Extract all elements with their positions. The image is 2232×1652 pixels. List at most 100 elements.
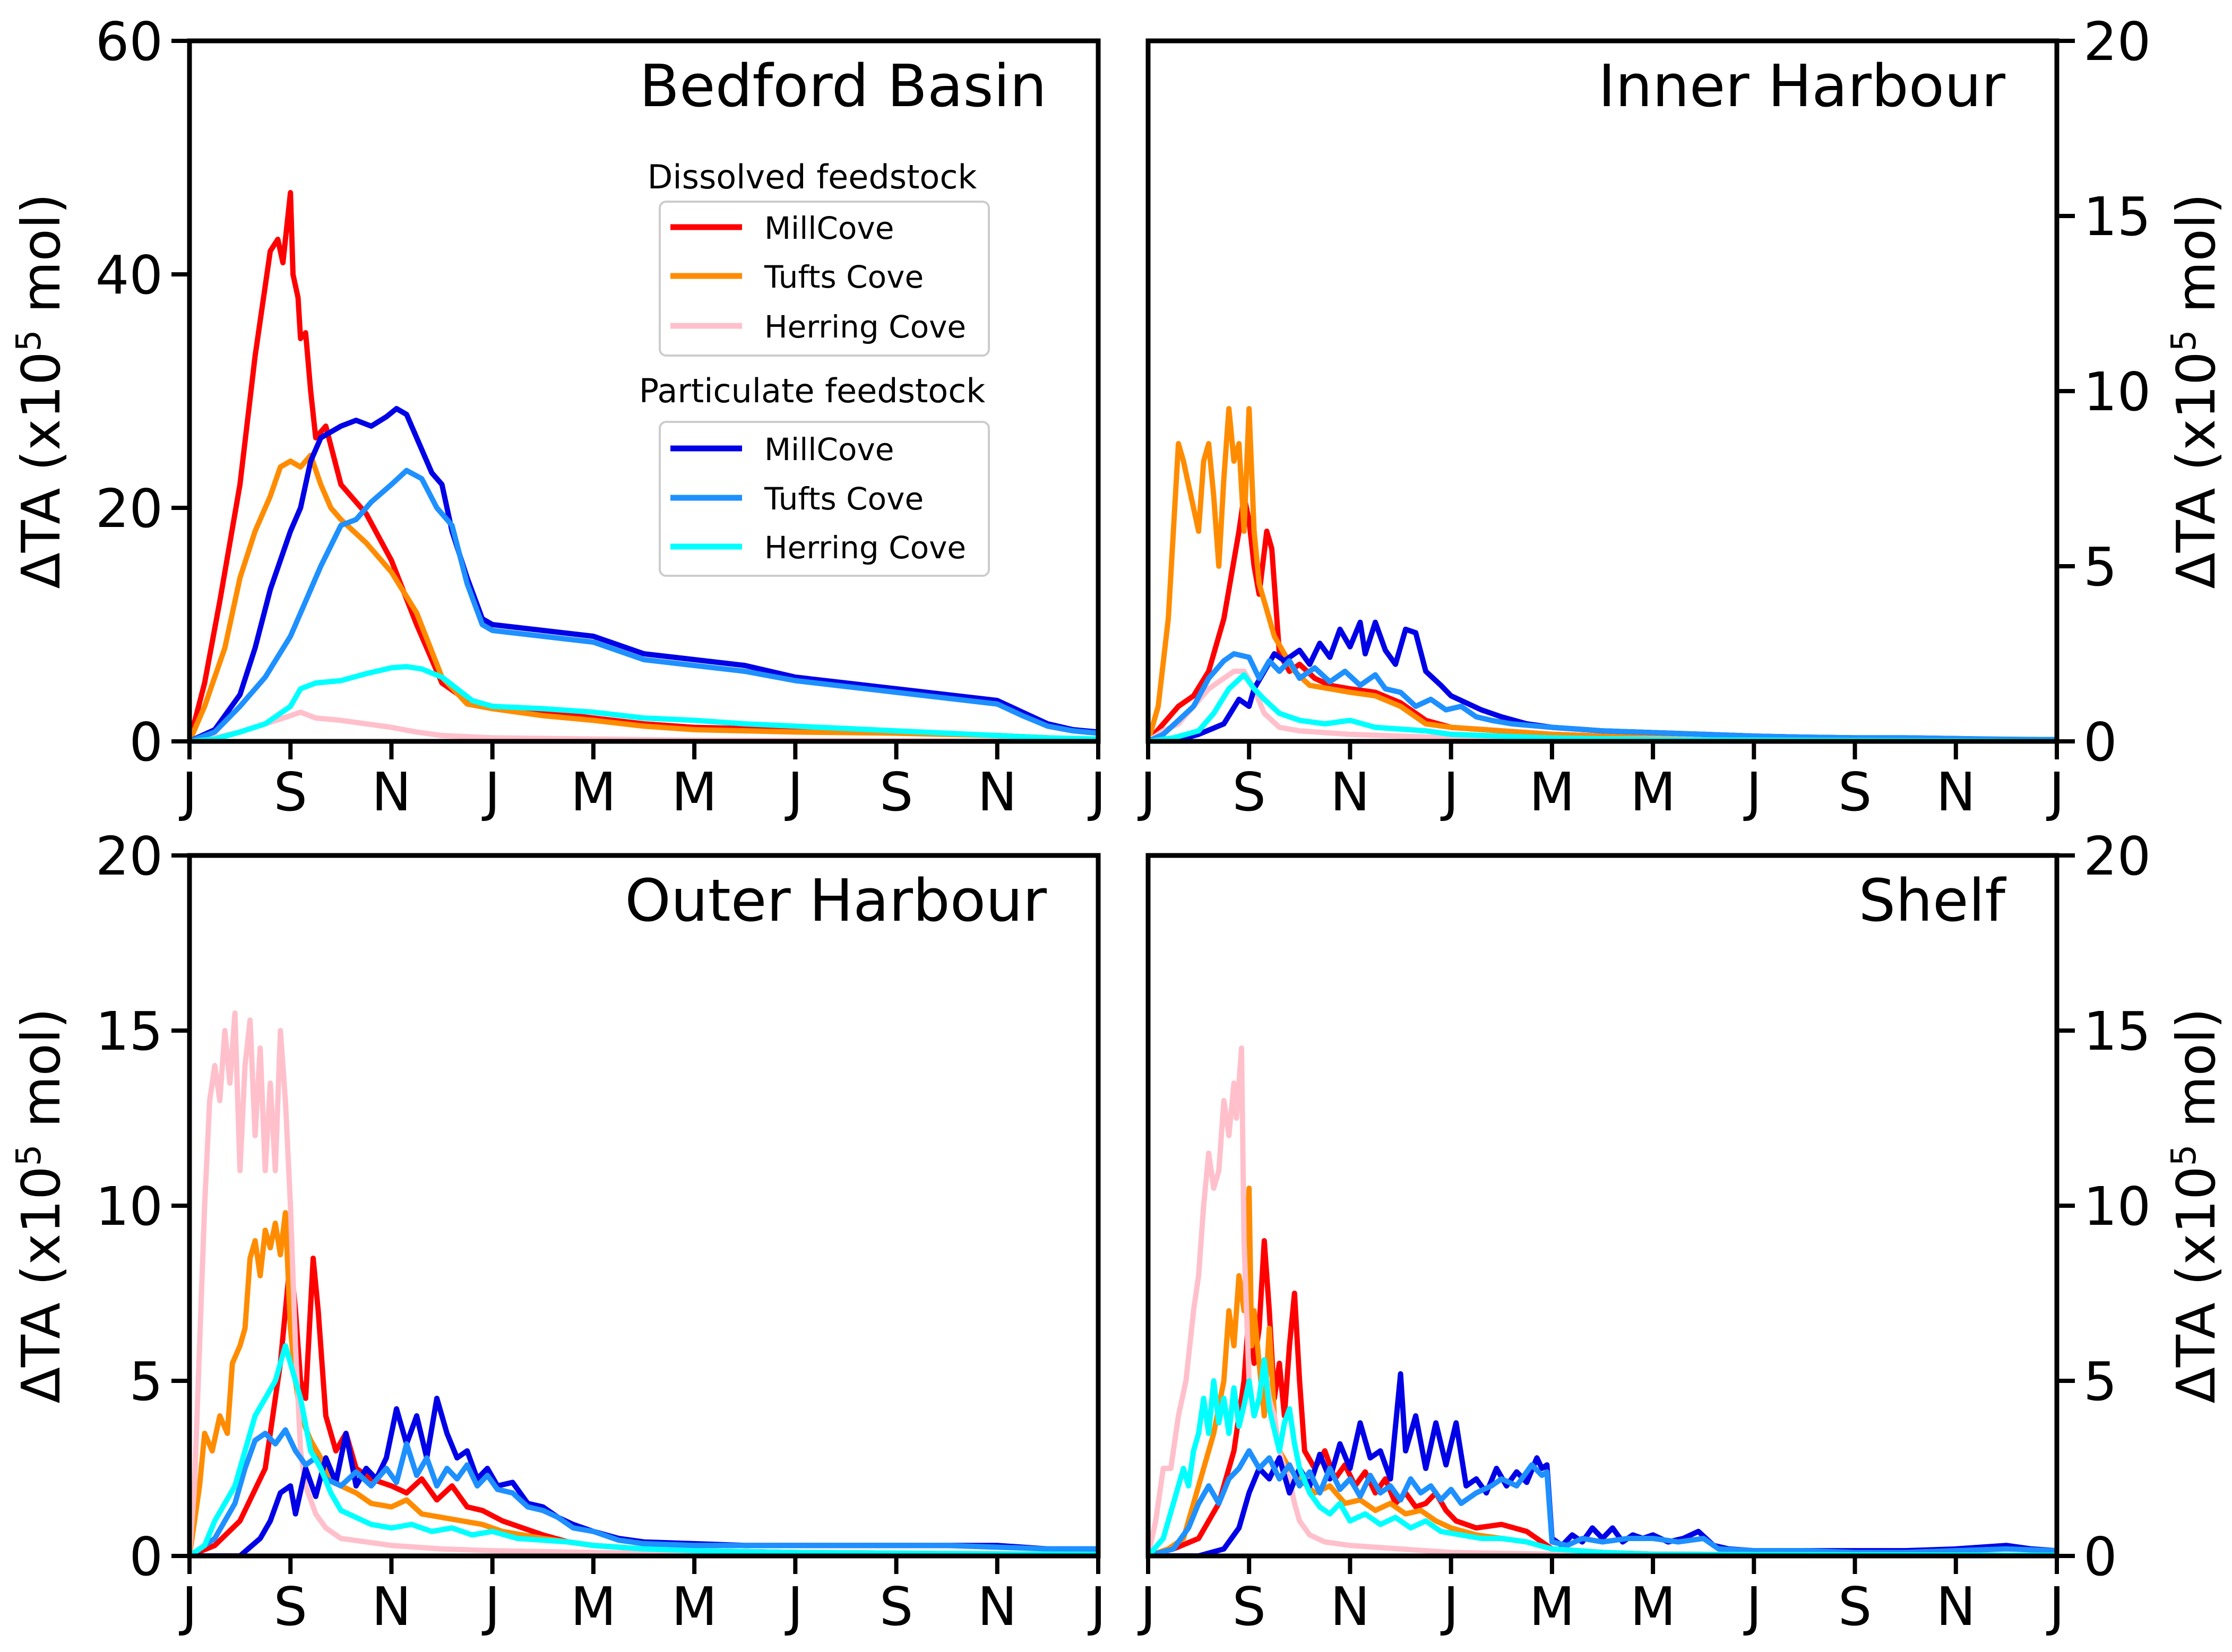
legend-label: Tufts Cove	[764, 481, 924, 517]
x-tick-label: N	[372, 1576, 411, 1638]
x-tick-label: J	[1087, 1576, 1106, 1638]
x-tick-label: J	[178, 1576, 197, 1638]
x-tick-label: J	[1743, 1576, 1762, 1638]
y-tick-label: 20	[2083, 825, 2151, 887]
x-tick-label: J	[481, 1576, 501, 1638]
series-line-dissolved-herring-cove	[189, 1010, 1098, 1556]
series-group	[189, 1010, 1098, 1556]
y-axis-label: ΔTA (x105 mol)	[2165, 193, 2227, 589]
panel-title: Inner Harbour	[1598, 52, 2006, 120]
series-line-particulate-tufts-cove	[189, 468, 1098, 741]
y-axis-ticks: 0 5 10 15 20	[96, 825, 189, 1588]
x-tick-label: J	[1087, 761, 1106, 823]
y-tick-label: 10	[96, 1175, 163, 1238]
legend-box-particulate	[659, 421, 990, 577]
x-tick-label: N	[1936, 1576, 1976, 1638]
legend-title-dissolved: Dissolved feedstock	[648, 158, 977, 196]
x-tick-label: S	[273, 1576, 307, 1638]
x-tick-label: J	[1743, 761, 1762, 823]
x-tick-label: N	[977, 1576, 1017, 1638]
x-tick-label: M	[671, 761, 717, 823]
plot-frame	[187, 38, 1101, 744]
legend-label: Herring Cove	[764, 530, 966, 566]
series-line-particulate-herring-cove	[1148, 1357, 2057, 1556]
x-tick-label: J	[785, 1576, 804, 1638]
y-tick-label: 60	[96, 11, 163, 73]
x-tick-label: S	[880, 761, 913, 823]
y-axis-ticks: 0 5 10 15 20	[2057, 825, 2151, 1588]
legend-label: MillCove	[764, 431, 894, 468]
panel-title: Bedford Basin	[639, 52, 1047, 120]
series-group	[189, 190, 1098, 741]
x-tick-label: J	[481, 761, 501, 823]
x-tick-label: S	[1232, 761, 1265, 823]
x-tick-label: J	[2046, 761, 2065, 823]
x-tick-label: S	[1838, 761, 1872, 823]
y-tick-label: 0	[2083, 711, 2117, 773]
y-tick-label: 0	[2083, 1526, 2117, 1588]
x-tick-label: J	[1440, 761, 1459, 823]
x-tick-label: J	[1440, 1576, 1459, 1638]
x-tick-label: M	[571, 1576, 616, 1638]
series-line-dissolved-tufts-cove	[189, 453, 1098, 741]
series-line-dissolved-tufts-cove	[1148, 406, 2057, 741]
y-tick-label: 5	[129, 1351, 163, 1413]
x-tick-label: S	[273, 761, 307, 823]
series-line-particulate-herring-cove	[189, 1343, 1098, 1556]
legend-label: Herring Cove	[764, 309, 966, 345]
y-tick-label: 20	[2083, 11, 2151, 73]
x-tick-label: S	[1838, 1576, 1872, 1638]
legend-label: Tufts Cove	[764, 259, 924, 295]
y-tick-label: 15	[96, 1000, 163, 1062]
legend-label: MillCove	[764, 210, 894, 246]
x-tick-label: M	[671, 1576, 717, 1638]
x-tick-label: J	[2046, 1576, 2065, 1638]
series-group	[1148, 406, 2057, 741]
y-tick-label: 40	[96, 244, 163, 306]
y-tick-label: 0	[129, 1526, 163, 1588]
x-tick-label: M	[571, 761, 616, 823]
legend-title-particulate: Particulate feedstock	[639, 371, 985, 410]
series-line-particulate-tufts-cove	[189, 1427, 1098, 1556]
x-tick-label: N	[372, 761, 411, 823]
x-tick-label: S	[880, 1576, 913, 1638]
y-axis-ticks: 0 5 10 15 20	[2057, 11, 2151, 773]
series-group	[1148, 1045, 2057, 1556]
x-tick-label: J	[1137, 1576, 1156, 1638]
y-axis-label: ΔTA (x105 mol)	[10, 1008, 72, 1403]
y-axis-label: ΔTA (x105 mol)	[2165, 1008, 2227, 1403]
x-tick-label: M	[1529, 761, 1575, 823]
y-tick-label: 15	[2083, 1000, 2151, 1062]
x-tick-label: M	[1529, 1576, 1575, 1638]
legend: Dissolved feedstock MillCove Tufts Cove …	[639, 158, 990, 577]
y-tick-label: 10	[2083, 1175, 2151, 1238]
x-tick-label: M	[1630, 761, 1676, 823]
y-axis-label: ΔTA (x105 mol)	[10, 193, 72, 589]
x-tick-label: J	[785, 761, 804, 823]
x-tick-label: N	[1330, 1576, 1370, 1638]
series-line-dissolved-herring-cove	[1148, 1045, 2057, 1556]
series-line-particulate-herring-cove	[1148, 672, 2057, 741]
panel-title: Outer Harbour	[625, 867, 1047, 935]
x-tick-label: J	[178, 761, 197, 823]
y-tick-label: 0	[129, 711, 163, 773]
x-tick-label: N	[1330, 761, 1370, 823]
y-tick-label: 15	[2083, 186, 2151, 248]
series-line-particulate-herring-cove	[189, 664, 1098, 741]
legend-box-dissolved	[659, 201, 990, 357]
y-tick-label: 10	[2083, 361, 2151, 423]
x-tick-label: S	[1232, 1576, 1265, 1638]
panel-title: Shelf	[1858, 867, 2006, 935]
y-tick-label: 5	[2083, 1351, 2117, 1413]
x-tick-label: N	[1936, 761, 1976, 823]
series-line-particulate-tufts-cove	[1148, 651, 2057, 741]
